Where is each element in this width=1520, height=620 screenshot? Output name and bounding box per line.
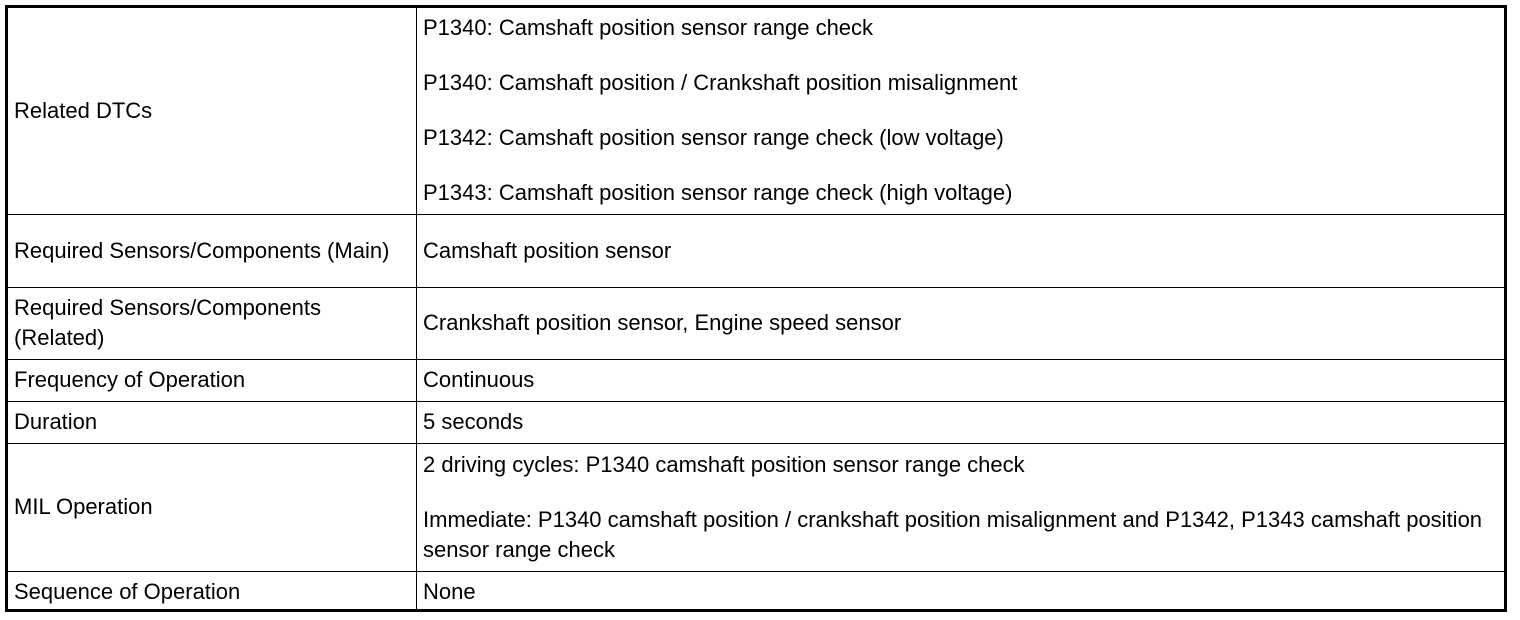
table-row-duration: Duration 5 seconds [8, 400, 1504, 444]
row-value: 2 driving cycles: P1340 camshaft positio… [416, 442, 1504, 572]
row-value: 5 seconds [416, 400, 1504, 444]
table-row-frequency: Frequency of Operation Continuous [8, 358, 1504, 402]
row-label: Frequency of Operation [8, 358, 417, 402]
monitor-table: Related DTCs P1340: Camshaft position se… [8, 8, 1504, 612]
row-label: Required Sensors/Components (Related) [8, 286, 417, 360]
mil-item: 2 driving cycles: P1340 camshaft positio… [423, 451, 1025, 477]
row-value: Camshaft position sensor [416, 213, 1504, 288]
row-label: Related DTCs [8, 8, 417, 215]
row-label: MIL Operation [8, 442, 417, 572]
row-label: Required Sensors/Components (Main) [8, 213, 417, 288]
dtc-item: P1340: Camshaft position sensor range ch… [423, 15, 874, 41]
dtc-item: P1343: Camshaft position sensor range ch… [423, 180, 1013, 206]
row-label: Sequence of Operation [8, 570, 417, 612]
row-value: Continuous [416, 358, 1504, 402]
row-value: Crankshaft position sensor, Engine speed… [416, 286, 1504, 360]
dtc-item: P1340: Camshaft position / Crankshaft po… [423, 70, 1018, 96]
mil-item: Immediate: P1340 camshaft position / cra… [423, 506, 1483, 562]
table-row-sequence: Sequence of Operation None [8, 570, 1504, 612]
row-value: None [416, 570, 1504, 612]
table-row-related-dtcs: Related DTCs P1340: Camshaft position se… [8, 8, 1504, 215]
table-row-mil-operation: MIL Operation 2 driving cycles: P1340 ca… [8, 442, 1504, 572]
monitor-strategy-table: Related DTCs P1340: Camshaft position se… [5, 5, 1507, 612]
table-row-required-main: Required Sensors/Components (Main) Camsh… [8, 213, 1504, 288]
dtc-item: P1342: Camshaft position sensor range ch… [423, 125, 1004, 151]
row-value: P1340: Camshaft position sensor range ch… [416, 8, 1504, 215]
table-row-required-related: Required Sensors/Components (Related) Cr… [8, 286, 1504, 360]
row-label: Duration [8, 400, 417, 444]
